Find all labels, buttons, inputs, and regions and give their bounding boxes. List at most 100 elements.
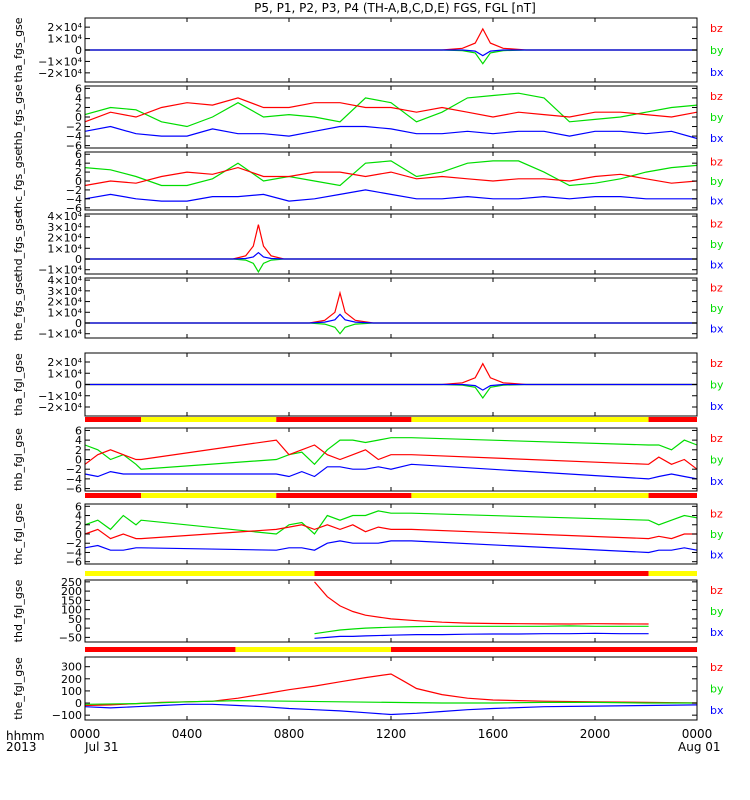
series-bx <box>84 703 698 716</box>
y-axis-label: thb_fgs_gse <box>12 84 25 150</box>
panel-frame <box>84 85 698 149</box>
y-tick-label: 6 <box>75 82 82 95</box>
legend-bx: bx <box>710 132 724 145</box>
y-tick-label: 4 <box>75 157 82 170</box>
status-bar-segment <box>314 571 649 576</box>
panel-frame <box>84 213 698 275</box>
y-tick-label: 2×10⁴ <box>47 356 82 369</box>
y-tick-label: −2 <box>66 121 82 134</box>
y-tick-label: −2 <box>66 537 82 550</box>
series-bx <box>84 463 698 480</box>
y-tick-label: −2×10⁴ <box>38 67 82 80</box>
status-bar-segment <box>276 417 412 422</box>
status-bar-segment <box>411 493 649 498</box>
series-bz <box>84 166 698 187</box>
y-tick-label: −2×10⁴ <box>38 401 82 414</box>
y-tick-label: −1×10⁴ <box>38 264 82 277</box>
y-axis-label: thc_fgs_gse <box>12 149 25 214</box>
legend-bz: bz <box>710 90 723 103</box>
status-bar-segment <box>85 647 236 652</box>
status-bar-segment <box>648 571 697 576</box>
series-bx <box>84 540 698 554</box>
y-tick-label: 1×10⁴ <box>47 367 82 380</box>
series-by <box>84 437 698 470</box>
y-tick-label: −4 <box>66 130 82 143</box>
y-tick-label: 2 <box>75 101 82 114</box>
legend-bz: bz <box>710 22 723 35</box>
y-tick-label: 2×10⁴ <box>47 296 82 309</box>
panel-frame <box>84 656 698 721</box>
y-tick-label: 0 <box>75 253 82 266</box>
y-tick-label: 0 <box>75 622 82 635</box>
y-axis-label: tha_fgl_gse <box>12 353 25 416</box>
y-axis-label: thc_fgl_gse <box>12 503 25 565</box>
y-tick-label: 0 <box>75 44 82 57</box>
legend-bz: bz <box>710 357 723 370</box>
legend-bz: bz <box>710 282 723 295</box>
x-tick-label: 2000 <box>580 727 611 741</box>
y-tick-label: 3×10⁴ <box>47 285 82 298</box>
status-bar-segment <box>648 493 697 498</box>
legend-bz: bz <box>710 584 723 597</box>
series-bx <box>314 632 649 639</box>
legend-by: by <box>710 175 724 188</box>
y-tick-label: 2 <box>75 166 82 179</box>
status-bar-segment <box>391 647 697 652</box>
y-axis-label: the_fgl_gse <box>12 657 25 720</box>
y-tick-label: 1×10⁴ <box>47 33 82 46</box>
time-format-label: hhmm <box>6 729 45 743</box>
y-tick-label: −100 <box>52 709 82 722</box>
legend-bx: bx <box>710 195 724 208</box>
y-tick-label: 0 <box>75 697 82 710</box>
status-bar-segment <box>235 647 391 652</box>
series-bx <box>85 49 697 57</box>
x-tick-label: 0000 <box>70 727 101 741</box>
status-bar-segment <box>648 417 697 422</box>
series-by <box>84 510 698 535</box>
y-tick-label: −6 <box>66 483 82 496</box>
series-by <box>85 49 697 65</box>
x-tick-label: 0400 <box>172 727 203 741</box>
status-bar-segment <box>411 417 649 422</box>
y-axis-label: thb_fgl_gse <box>12 428 25 491</box>
time-axis: 0000 0400 0800 1200 1600 2000 0000 <box>70 727 713 741</box>
series-bx <box>85 313 697 324</box>
y-tick-label: 200 <box>61 585 82 598</box>
status-bar-segment <box>85 571 315 576</box>
y-tick-label: 0 <box>75 175 82 188</box>
legend-by: by <box>710 683 724 696</box>
y-tick-label: 1×10⁴ <box>47 242 82 255</box>
legend-by: by <box>710 238 724 251</box>
y-tick-label: 100 <box>61 604 82 617</box>
status-bar-segment <box>85 417 142 422</box>
y-tick-label: 4×10⁴ <box>47 274 82 287</box>
series-bz <box>84 524 697 540</box>
y-tick-label: 4×10⁴ <box>47 210 82 223</box>
y-axis-label: the_fgs_gse <box>12 275 25 340</box>
legend-bz: bz <box>710 155 723 168</box>
status-bar-segment <box>141 493 277 498</box>
series-bz <box>314 581 649 625</box>
legend-by: by <box>710 379 724 392</box>
series-by <box>85 258 697 274</box>
legend-by: by <box>710 44 724 57</box>
y-tick-label: 0 <box>75 317 82 330</box>
y-tick-label: 250 <box>61 576 82 589</box>
x-tick-label: 0000 <box>682 727 713 741</box>
y-axis-label: tha_fgs_gse <box>12 17 25 82</box>
legend-by: by <box>710 605 724 618</box>
y-tick-label: 0 <box>75 379 82 392</box>
start-date-label: Jul 31 <box>84 740 119 754</box>
y-tick-label: 2×10⁴ <box>47 21 82 34</box>
legend-bz: bz <box>710 218 723 231</box>
y-tick-label: 4 <box>75 510 82 523</box>
end-date-label: Aug 01 <box>678 740 721 754</box>
y-tick-label: 1×10⁴ <box>47 306 82 319</box>
series-by <box>85 322 697 335</box>
